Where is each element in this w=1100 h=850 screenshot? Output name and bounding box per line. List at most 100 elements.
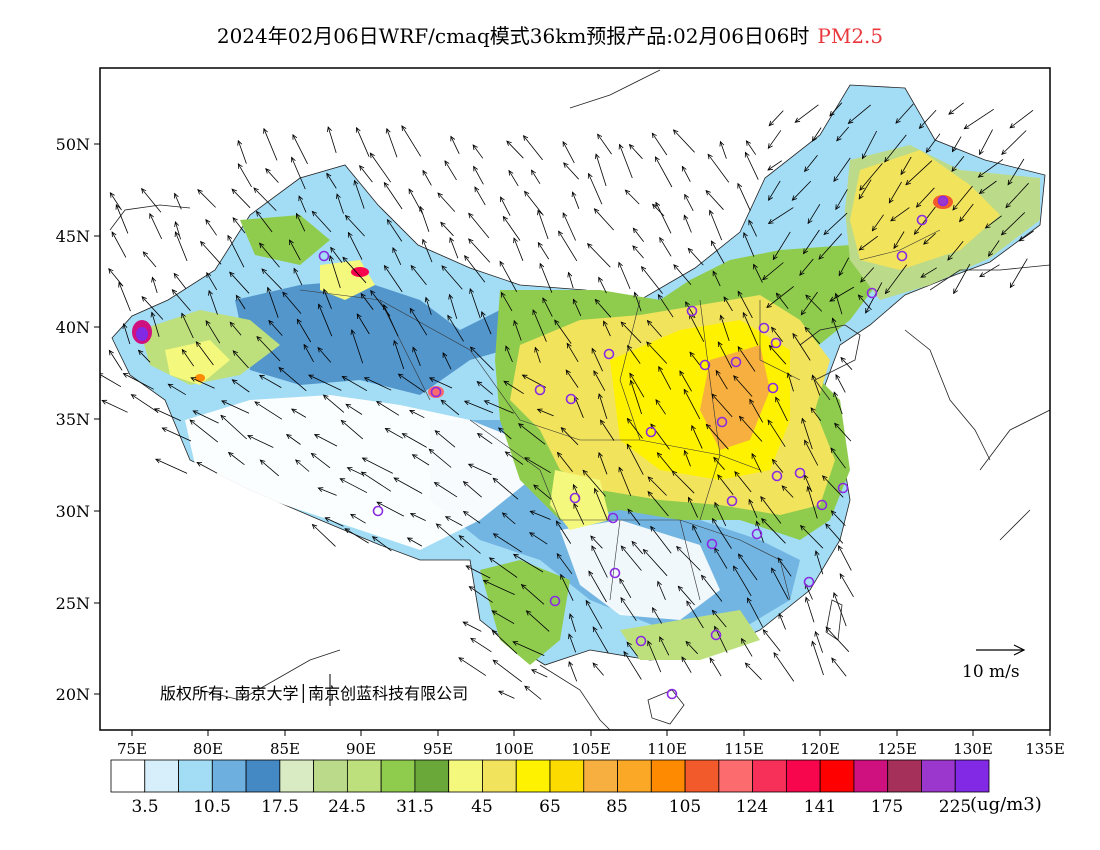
wind-vector-head	[555, 520, 561, 527]
wind-vector	[220, 415, 247, 440]
wind-vector-head	[342, 256, 348, 263]
wind-vector	[265, 168, 279, 183]
wind-vector-head	[556, 553, 562, 559]
wind-vector	[767, 419, 786, 448]
colorbar	[110, 759, 990, 793]
city-marker	[794, 467, 806, 479]
wind-vector	[811, 641, 824, 676]
wind-vector-head	[259, 459, 266, 465]
wind-vector	[524, 685, 542, 700]
wind-vector	[345, 403, 363, 415]
wind-vector-head	[296, 318, 302, 325]
wind-vector	[499, 261, 518, 292]
colorbar-swatch	[178, 759, 213, 793]
wind-vector	[229, 321, 242, 336]
wind-vector	[717, 341, 733, 369]
wind-vector	[672, 470, 695, 494]
wind-vector-head	[733, 375, 739, 381]
wind-vector-head	[265, 168, 271, 174]
wind-vector-head	[689, 351, 695, 358]
wind-vector-head	[987, 251, 994, 257]
wind-vector	[221, 400, 250, 414]
wind-vector	[295, 459, 310, 472]
wind-vector-head	[839, 573, 845, 579]
wind-vector	[766, 286, 794, 308]
wind-vector	[492, 659, 523, 683]
wind-vector-head	[408, 188, 414, 195]
wind-vector-head	[498, 427, 504, 433]
wind-vector	[311, 453, 331, 469]
wind-vector	[594, 208, 614, 231]
wind-vector-head	[709, 657, 715, 664]
wind-vector	[647, 320, 662, 337]
wind-vector-head	[411, 454, 418, 460]
wind-vector	[228, 452, 245, 466]
wind-vector	[500, 196, 511, 216]
wind-vector	[629, 144, 643, 160]
wind-vector-head	[804, 166, 810, 173]
wind-vector	[685, 641, 698, 655]
wind-vector-head	[717, 341, 723, 348]
wind-vector	[804, 440, 819, 466]
wind-vector	[502, 216, 521, 241]
wind-vector	[109, 192, 122, 211]
wind-vector-head	[640, 265, 647, 272]
wind-vector	[686, 600, 704, 629]
wind-vector	[745, 152, 759, 180]
wind-vector	[123, 373, 154, 390]
wind-vector	[282, 292, 302, 314]
wind-vector-head	[860, 277, 866, 283]
city-marker	[706, 538, 718, 550]
wind-vector-head	[292, 133, 298, 140]
wind-vector	[792, 180, 812, 201]
wind-vector	[560, 574, 574, 601]
lon-label: 80E	[193, 740, 223, 758]
wind-vector-head	[772, 254, 778, 261]
wind-vector-head	[463, 400, 470, 406]
wind-vector-head	[500, 291, 506, 298]
wind-vector-head	[491, 610, 498, 616]
wind-vector-head	[857, 294, 864, 301]
wind-vector-head	[469, 288, 474, 294]
wind-vector	[412, 347, 421, 366]
wind-vector	[101, 400, 128, 413]
wind-vector	[483, 580, 515, 595]
wind-vector	[812, 375, 821, 396]
wind-vector-head	[474, 186, 480, 193]
wind-vector-head	[979, 149, 984, 156]
wind-vector-head	[573, 502, 579, 509]
wind-vector-head	[871, 225, 877, 232]
wind-vector	[655, 399, 666, 415]
colorbar-label: 45	[471, 797, 493, 817]
wind-vector	[361, 471, 392, 492]
wind-vector	[392, 247, 402, 265]
wind-vector-head	[829, 296, 836, 302]
wind-vector-head	[838, 270, 844, 277]
wind-vector	[356, 127, 370, 157]
wind-vector	[743, 232, 755, 257]
wind-vector	[463, 621, 482, 632]
wind-vector	[341, 420, 364, 440]
city-marker	[549, 595, 561, 607]
wind-vector-head	[692, 524, 697, 531]
wind-vector	[556, 553, 573, 575]
wind-vector	[598, 393, 608, 420]
wind-vector-head	[468, 212, 474, 219]
wind-vector-head	[383, 304, 388, 310]
wind-vector	[862, 130, 878, 159]
wind-vector-head	[370, 289, 376, 296]
wind-vector-head	[491, 629, 498, 636]
wind-vector-head	[149, 212, 154, 219]
city-marker	[710, 629, 722, 641]
wind-vector	[835, 189, 848, 210]
wind-vector	[409, 308, 428, 336]
wind-vector-head	[122, 373, 129, 378]
wind-vector-head	[424, 296, 430, 303]
colorbar-label: 175	[871, 797, 903, 817]
wind-vector-head	[531, 169, 536, 176]
colorbar-swatch	[549, 759, 585, 793]
wind-vector-head	[685, 640, 691, 647]
lat-label: 45N	[56, 227, 90, 246]
wind-vector	[594, 299, 612, 318]
wind-vector	[327, 126, 337, 154]
